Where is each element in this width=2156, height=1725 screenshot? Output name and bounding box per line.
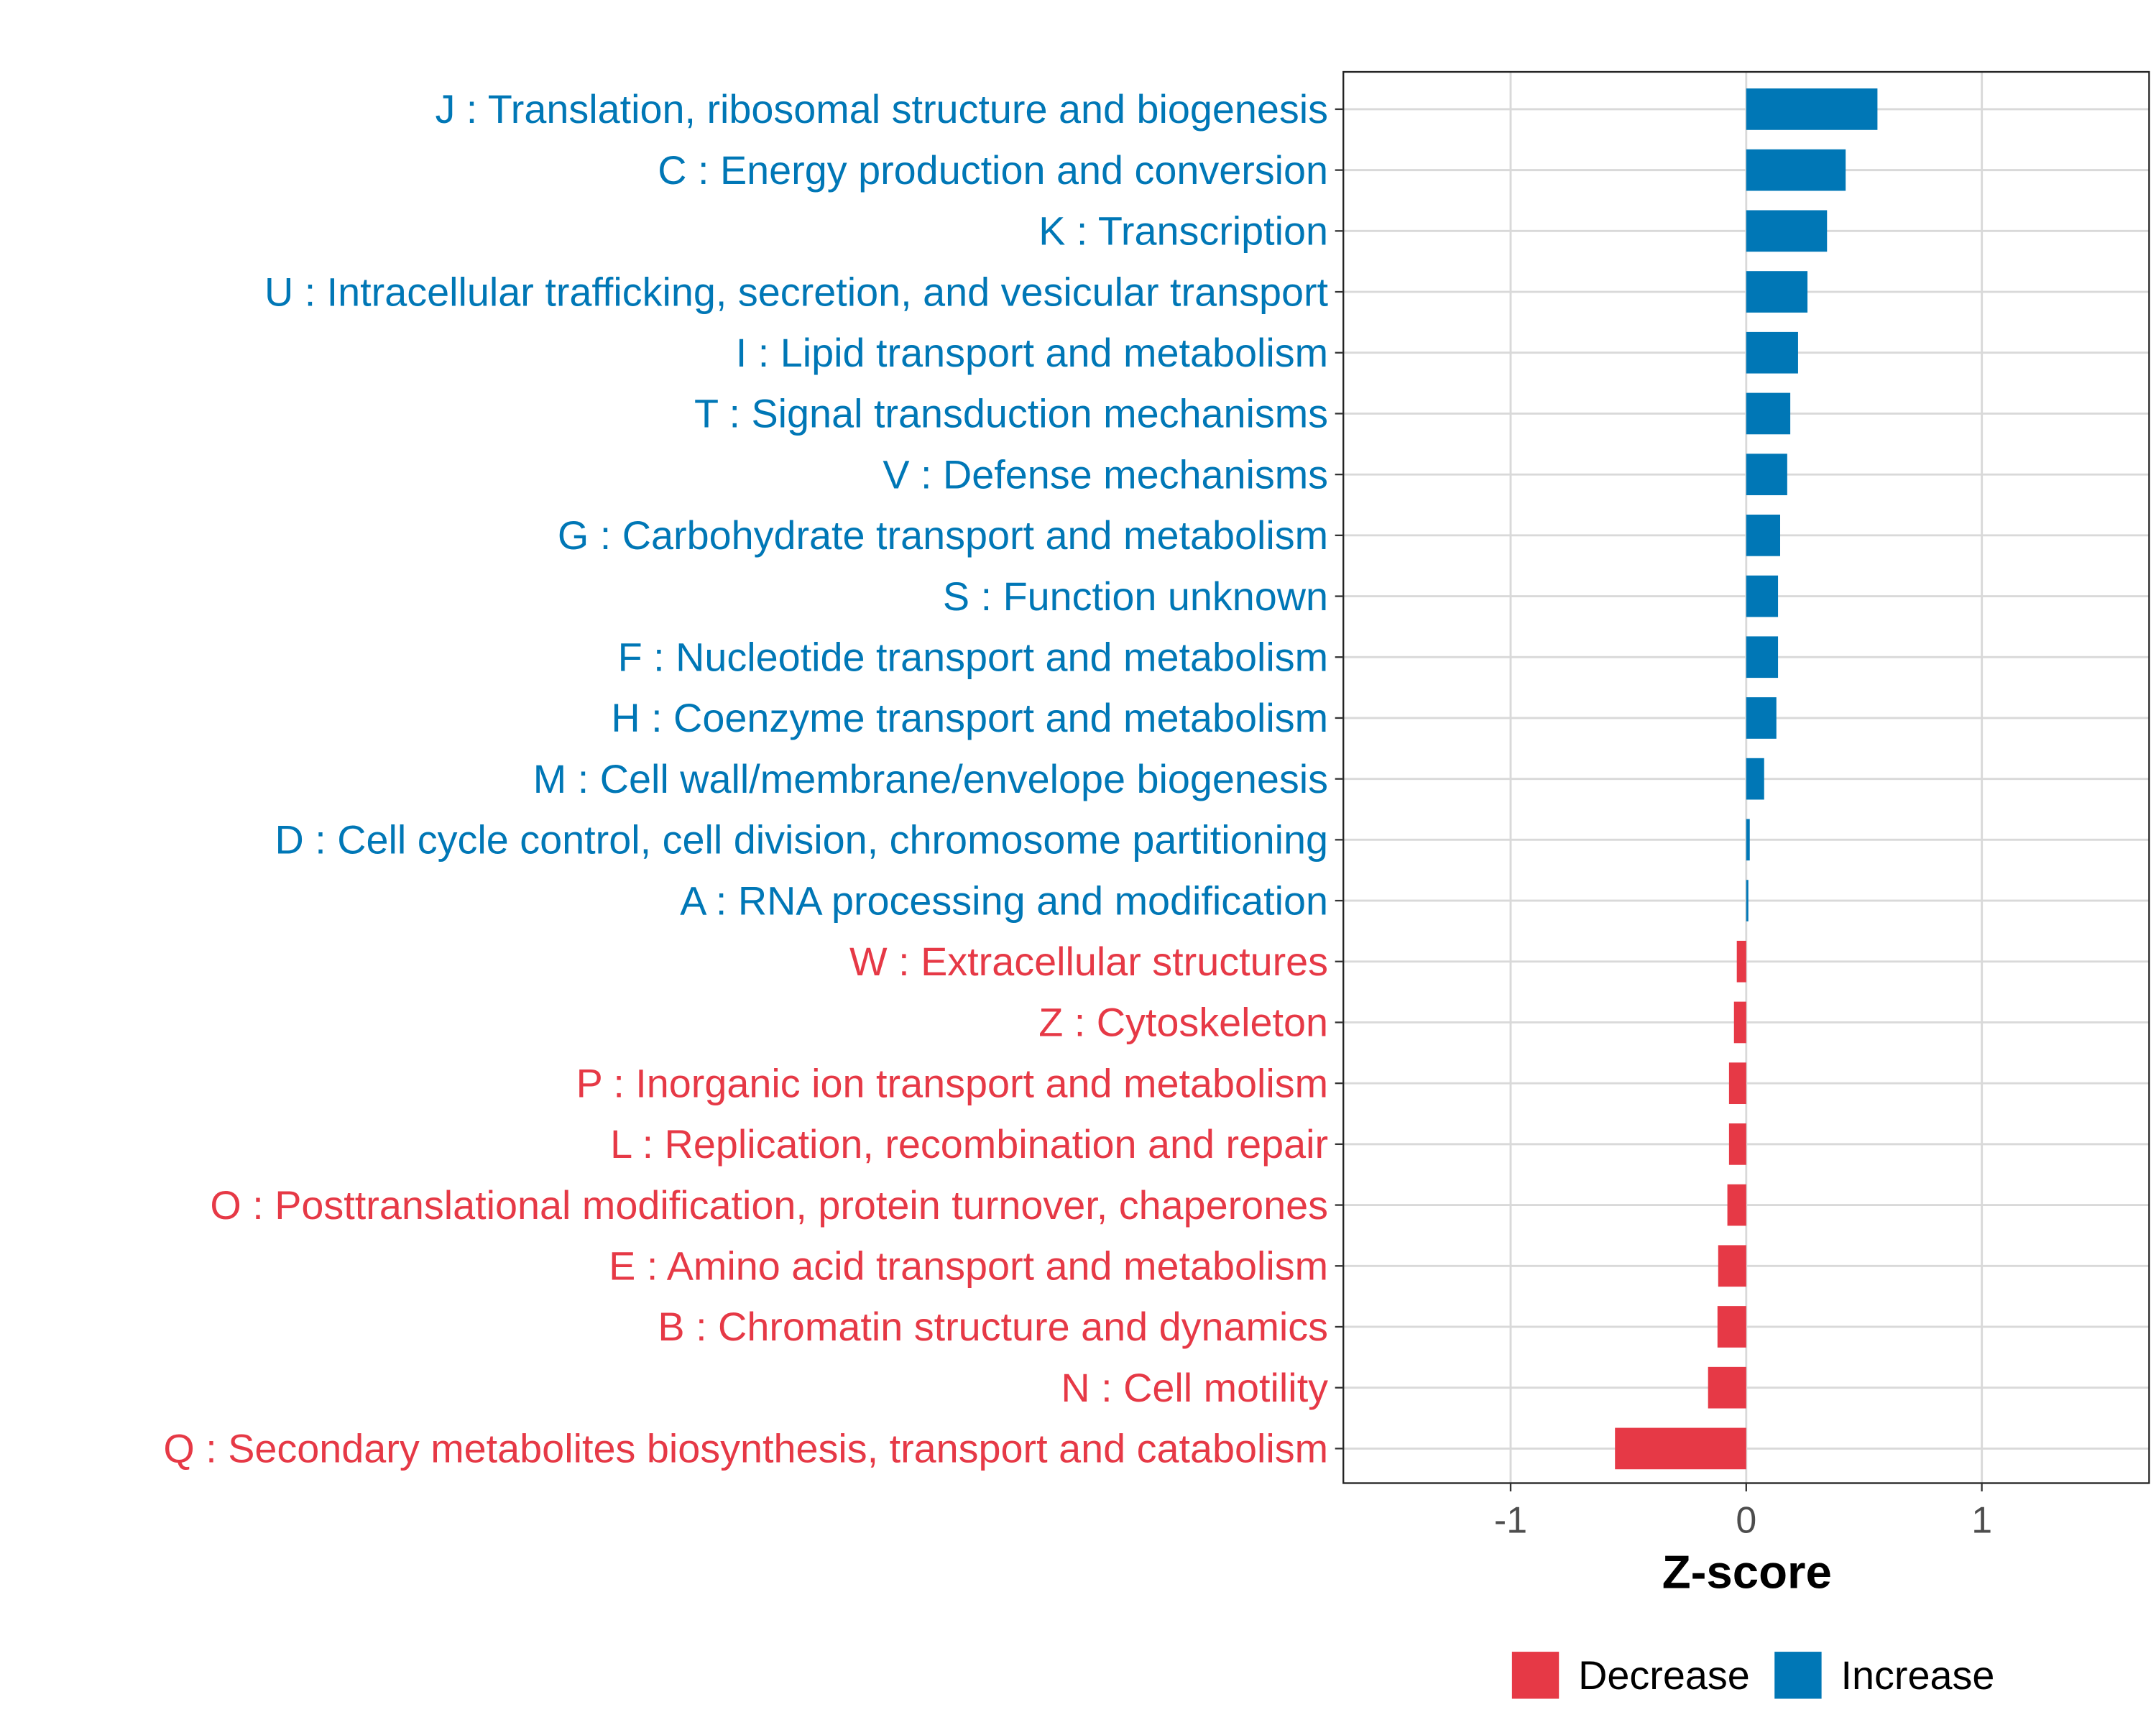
bar xyxy=(1717,1306,1746,1348)
legend-label: Increase xyxy=(1841,1653,1995,1698)
bar xyxy=(1746,819,1750,861)
category-label: M : Cell wall/membrane/envelope biogenes… xyxy=(533,757,1328,801)
category-label: Z : Cytoskeleton xyxy=(1038,1000,1328,1045)
bar xyxy=(1746,392,1791,435)
category-label: G : Carbohydrate transport and metabolis… xyxy=(558,513,1328,558)
category-label: O : Posttranslational modification, prot… xyxy=(210,1183,1328,1228)
category-label: S : Function unknown xyxy=(943,574,1328,619)
bar xyxy=(1746,331,1798,374)
bar xyxy=(1746,454,1787,495)
category-label: A : RNA processing and modification xyxy=(680,878,1328,923)
category-label: E : Amino acid transport and metabolism xyxy=(609,1244,1328,1289)
x-axis-title: Z-score xyxy=(1662,1546,1832,1598)
x-tick-label: 0 xyxy=(1736,1500,1756,1542)
category-label: U : Intracellular trafficking, secretion… xyxy=(264,270,1329,314)
legend-swatch xyxy=(1511,1652,1560,1699)
legend: Decrease Increase xyxy=(1511,1652,1995,1699)
category-label: Q : Secondary metabolites biosynthesis, … xyxy=(163,1427,1328,1471)
bar xyxy=(1727,1184,1746,1226)
bar xyxy=(1708,1366,1746,1409)
category-labels: J : Translation, ribosomal structure and… xyxy=(163,87,1344,1471)
category-label: C : Energy production and conversion xyxy=(658,148,1328,193)
category-label: W : Extracellular structures xyxy=(849,939,1328,984)
category-label: V : Defense mechanisms xyxy=(883,452,1328,497)
bar xyxy=(1718,1245,1746,1287)
bar xyxy=(1746,575,1779,617)
x-axis-ticks: -1 0 1 xyxy=(1494,1483,1992,1542)
category-label: L : Replication, recombination and repai… xyxy=(610,1122,1328,1167)
bar xyxy=(1746,210,1828,252)
x-tick-label: 1 xyxy=(1971,1500,1992,1542)
bar xyxy=(1746,880,1749,921)
bars xyxy=(1615,88,1878,1470)
bar xyxy=(1746,758,1764,800)
bar xyxy=(1728,1062,1746,1105)
x-tick-label: -1 xyxy=(1494,1500,1527,1542)
bar xyxy=(1733,1001,1746,1044)
category-label: I : Lipid transport and metabolism xyxy=(736,331,1328,375)
bar xyxy=(1615,1427,1746,1470)
category-label: B : Chromatin structure and dynamics xyxy=(658,1305,1328,1349)
category-label: P : Inorganic ion transport and metaboli… xyxy=(576,1061,1328,1105)
bar xyxy=(1746,697,1777,739)
bar xyxy=(1746,514,1781,556)
bar xyxy=(1746,271,1808,313)
legend-swatch xyxy=(1774,1652,1822,1699)
category-label: H : Coenzyme transport and metabolism xyxy=(611,696,1328,740)
bar xyxy=(1736,940,1746,983)
bar xyxy=(1728,1123,1746,1165)
bar xyxy=(1746,88,1878,130)
bar xyxy=(1746,636,1779,678)
category-label: T : Signal transduction mechanisms xyxy=(694,392,1328,436)
bar xyxy=(1746,149,1846,191)
category-label: N : Cell motility xyxy=(1061,1366,1328,1410)
category-label: F : Nucleotide transport and metabolism xyxy=(618,635,1328,679)
category-label: D : Cell cycle control, cell division, c… xyxy=(275,818,1329,862)
category-label: K : Transcription xyxy=(1038,209,1328,254)
legend-label: Decrease xyxy=(1578,1653,1750,1698)
category-label: J : Translation, ribosomal structure and… xyxy=(435,87,1328,132)
